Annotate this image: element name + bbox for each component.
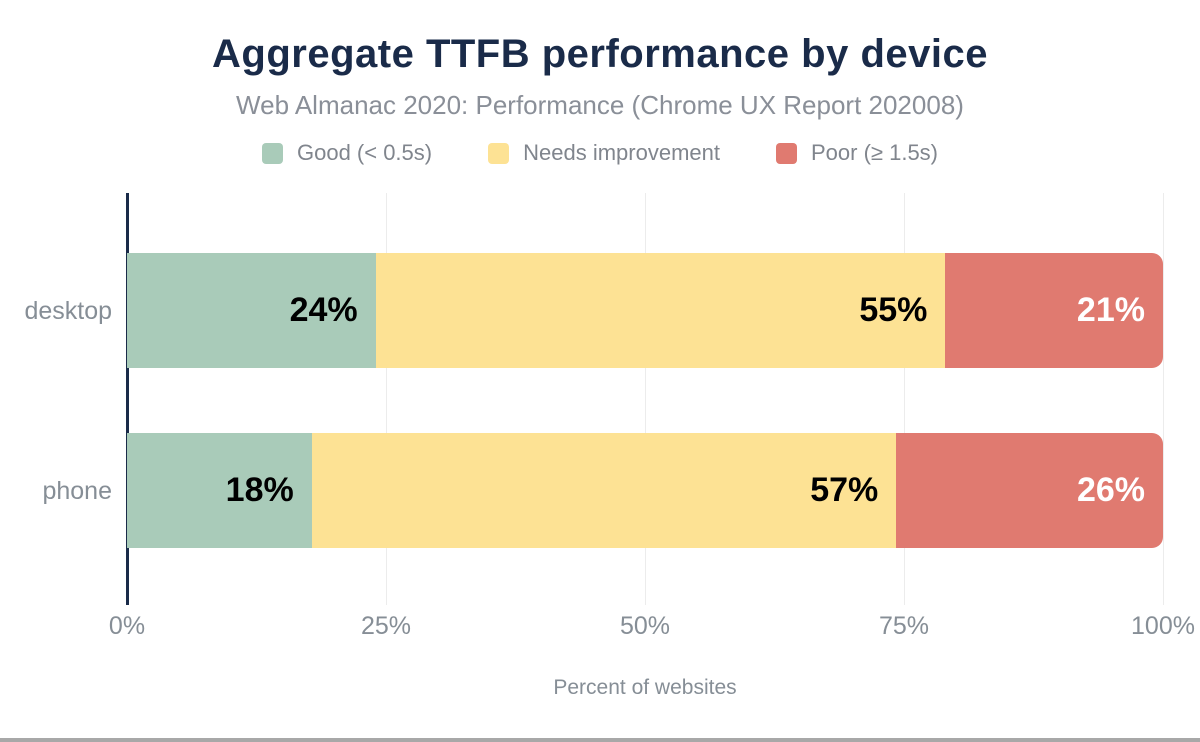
y-axis-label-desktop: desktop [24, 296, 112, 325]
gridline-75 [904, 193, 905, 605]
chart-title: Aggregate TTFB performance by device [212, 32, 988, 76]
x-tick-label-100: 100% [1131, 612, 1195, 640]
legend-item-2: Needs improvement [488, 140, 720, 166]
y-axis-line [126, 193, 129, 605]
y-axis-label-phone: phone [42, 476, 112, 505]
gridline-100 [1163, 193, 1164, 605]
bar-segment-desktop-3: 21% [945, 253, 1163, 368]
x-tick-label-75: 75% [878, 612, 930, 640]
legend-label: Poor (≥ 1.5s) [811, 140, 939, 165]
bar-segment-phone-2: 57% [311, 433, 897, 548]
bar-segment-desktop-2: 55% [375, 253, 946, 368]
bottom-rule [0, 738, 1200, 742]
plot-area: 24% 55% 21% 18% 57% 26% [126, 193, 1164, 605]
gridline-25 [386, 193, 387, 605]
legend-swatch-icon [488, 142, 510, 164]
x-tick-label-25: 25% [360, 612, 412, 640]
legend-swatch-icon [261, 142, 283, 164]
legend: Good (< 0.5s) Needs improvement Poor (≥ 1.… [0, 140, 1200, 166]
bar-row-desktop: 24% 55% 21% [127, 253, 1163, 368]
legend-label: Good (< 0.5s) [296, 140, 433, 165]
legend-item-1: Good (< 0.5s) [261, 140, 433, 166]
gridline-50 [645, 193, 646, 605]
x-axis-title: Percent of websites [553, 676, 737, 699]
legend-label: Needs improvement [523, 140, 720, 165]
legend-item-3: Poor (≥ 1.5s) [776, 140, 938, 166]
bar-segment-desktop-1: 24% [127, 253, 376, 368]
chart-subtitle: Web Almanac 2020: Performance (Chrome UX… [236, 90, 964, 120]
bar-segment-phone-1: 18% [127, 433, 312, 548]
bar-segment-phone-3: 26% [896, 433, 1163, 548]
legend-swatch-icon [776, 142, 797, 164]
x-tick-label-50: 50% [619, 612, 671, 640]
bar-row-phone: 18% 57% 26% [127, 433, 1163, 548]
x-tick-label-0: 0% [108, 612, 146, 640]
